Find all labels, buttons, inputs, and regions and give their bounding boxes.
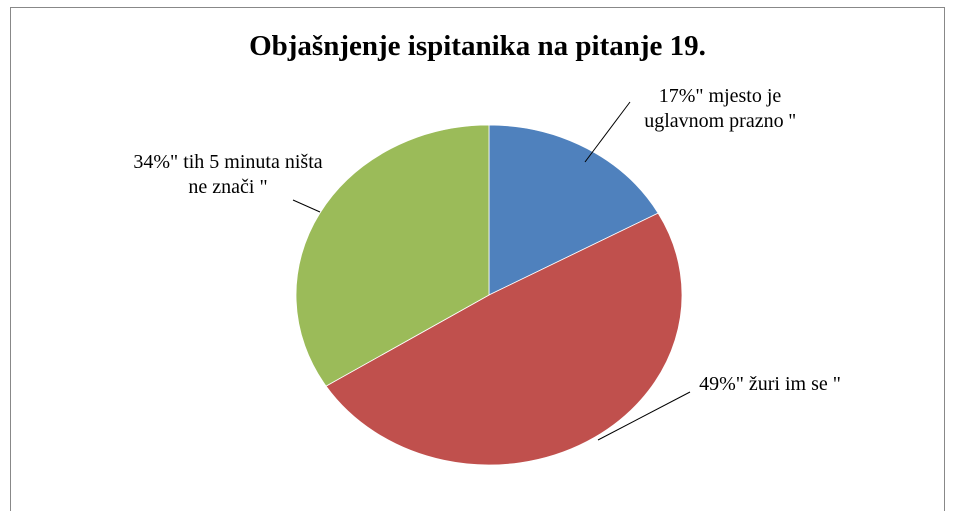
- chart-title: Objašnjenje ispitanika na pitanje 19.: [249, 30, 706, 62]
- category-label: " mjesto je uglavnom prazno '': [644, 85, 796, 132]
- value-label: 49%: [699, 373, 736, 395]
- pie-slice: [295, 124, 490, 387]
- data-label: 17%" mjesto je uglavnom prazno '': [630, 84, 810, 134]
- pie-slice: [325, 212, 683, 466]
- value-label: 34%: [133, 151, 171, 173]
- value-label: 17%: [658, 85, 696, 107]
- leader-line: [597, 391, 691, 441]
- leader-line: [584, 101, 631, 163]
- data-label: 49%" žuri im se ": [680, 372, 860, 397]
- pie-slice: [488, 124, 659, 296]
- category-label: " tih 5 minuta ništa ne znači ": [170, 151, 323, 198]
- pie: [295, 124, 683, 466]
- leader-line: [292, 199, 321, 213]
- data-label: 34%" tih 5 minuta ništa ne znači ": [133, 150, 323, 200]
- category-label: " žuri im se ": [735, 373, 841, 395]
